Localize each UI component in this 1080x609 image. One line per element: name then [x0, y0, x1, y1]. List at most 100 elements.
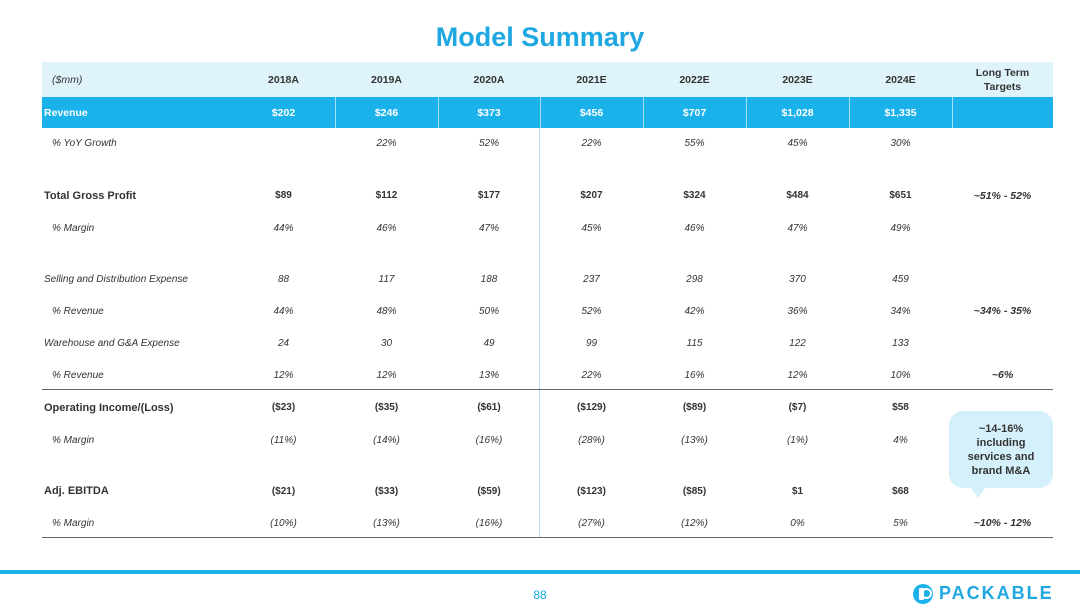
column-separator	[438, 97, 439, 128]
table-cell: ($23)	[271, 402, 296, 413]
table-cell: $112	[375, 190, 398, 201]
actual-estimate-divider	[539, 62, 540, 537]
table-cell: $177	[477, 190, 501, 201]
table-cell: 117	[378, 274, 395, 285]
ebitda-callout: ~14-16% including services and brand M&A	[949, 411, 1053, 488]
table-cell: (16%)	[475, 435, 503, 446]
row-label: Total Gross Profit	[44, 189, 137, 202]
table-cell: 12%	[376, 369, 397, 381]
table-cell: 55%	[684, 138, 705, 149]
table-cell: (27%)	[578, 517, 605, 529]
table-cell: 22%	[376, 138, 397, 149]
column-separator	[849, 97, 850, 128]
long-term-target	[952, 263, 1053, 296]
table-cell: ($123)	[577, 485, 606, 497]
table-cell: 88	[277, 274, 290, 285]
gross-margin-row: % Margin 44% 46% 47% 45% 46% 47% 49%	[42, 212, 1053, 244]
long-term-target	[952, 328, 1053, 359]
table-cell: 22%	[581, 138, 602, 149]
long-term-target: ~6%	[991, 369, 1014, 381]
table-cell: 30	[380, 338, 393, 349]
table-cell: 52%	[581, 305, 602, 317]
table-cell: 298	[686, 274, 703, 285]
long-term-target: ~10% - 12%	[973, 517, 1032, 529]
table-header-row: ($mm) 2018A 2019A 2020A 2021E 2022E 2023…	[42, 62, 1053, 97]
table-cell: $1	[791, 485, 804, 497]
table-cell: (1%)	[786, 435, 809, 446]
table-cell: 22%	[581, 369, 602, 381]
row-label: Adj. EBITDA	[44, 485, 109, 497]
table-cell: 52%	[478, 138, 499, 149]
long-term-targets-header: Long Term Targets	[952, 62, 1053, 97]
row-label: % Margin	[52, 435, 95, 446]
table-cell: 46%	[684, 222, 705, 234]
table-cell: 36%	[787, 305, 808, 317]
year-header: 2024E	[885, 73, 916, 86]
table-cell: 50%	[478, 305, 499, 317]
row-label: Operating Income/(Loss)	[44, 401, 174, 414]
packable-logo: PACKABLE	[913, 583, 1054, 604]
table-cell: ($85)	[682, 485, 707, 497]
table-cell: 122	[789, 338, 806, 349]
table-cell: 12%	[273, 369, 294, 381]
year-header: 2021E	[576, 73, 607, 86]
table-cell: 45%	[581, 222, 602, 234]
year-header: 2023E	[782, 73, 813, 86]
gross-profit-row: Total Gross Profit $89 $112 $177 $207 $324 $48…	[42, 178, 1053, 213]
long-term-target	[952, 128, 1053, 159]
table-cell: 4%	[893, 435, 908, 446]
table-cell	[232, 128, 335, 159]
year-header: 2020A	[473, 73, 505, 86]
page-number: 88	[533, 588, 547, 602]
table-cell: $202	[271, 106, 296, 119]
yoy-growth-row: % YoY Growth 22% 52% 22% 55% 45% 30%	[42, 128, 1053, 159]
row-label: % Margin	[52, 222, 95, 234]
table-cell: $324	[683, 190, 706, 201]
table-cell: (13%)	[681, 435, 708, 446]
table-cell: ($35)	[374, 402, 399, 413]
table-bottom-border	[42, 537, 1053, 538]
long-term-header-line: Long Term	[975, 66, 1030, 79]
long-term-header-line: Targets	[983, 80, 1022, 93]
year-header: 2022E	[679, 73, 710, 86]
long-term-target: ~51% - 52%	[973, 189, 1032, 202]
table-cell: $456	[579, 106, 604, 119]
table-cell: ($89)	[682, 402, 707, 413]
year-header: 2019A	[371, 73, 402, 86]
table-cell: 42%	[684, 305, 705, 317]
table-cell: 47%	[478, 222, 499, 234]
table-cell: 44%	[273, 222, 294, 234]
warehouse-revenue-pct-row: % Revenue 12% 12% 13% 22% 16% 12% 10% ~6%	[42, 359, 1053, 391]
table-cell: ($59)	[477, 485, 501, 497]
long-term-target: ~34% - 35%	[973, 305, 1032, 317]
column-separator	[540, 97, 541, 128]
table-cell: $246	[374, 106, 399, 119]
table-cell: $707	[682, 106, 707, 119]
table-cell: 16%	[684, 369, 705, 381]
table-cell: $89	[275, 190, 292, 201]
operating-income-row: Operating Income/(Loss) ($23) ($35) ($61) ($…	[42, 391, 1053, 424]
ebitda-margin-row: % Margin (10%) (13%) (16%) (27%) (12%) 0% 5% ~10…	[42, 507, 1053, 539]
year-header: 2018A	[268, 73, 299, 86]
revenue-row: Revenue $202 $246 $373 $456 $707 $1,028 $1,335	[42, 97, 1053, 128]
table-cell: 24	[277, 338, 290, 349]
table-cell: 30%	[890, 138, 911, 149]
page-title: Model Summary	[435, 22, 645, 52]
table-cell: 10%	[890, 369, 911, 381]
packable-logo-icon	[913, 583, 933, 604]
table-cell: $1,028	[781, 106, 814, 119]
adj-ebitda-row: Adj. EBITDA ($21) ($33) ($59) ($123) ($85) $1 $…	[42, 474, 1053, 508]
table-cell: 133	[892, 338, 909, 349]
table-cell: ($21)	[271, 485, 296, 497]
column-separator	[643, 97, 644, 128]
table-cell: $484	[786, 190, 809, 201]
table-cell: 47%	[787, 222, 808, 234]
table-cell: (28%)	[578, 435, 605, 446]
unit-label: ($mm)	[52, 73, 83, 86]
row-label: % Margin	[52, 517, 95, 529]
table-cell: 49	[483, 338, 495, 349]
table-cell: 49%	[890, 222, 911, 234]
logo-text: PACKABLE	[939, 583, 1054, 603]
table-cell: $373	[477, 106, 501, 119]
table-cell: 459	[892, 274, 909, 285]
